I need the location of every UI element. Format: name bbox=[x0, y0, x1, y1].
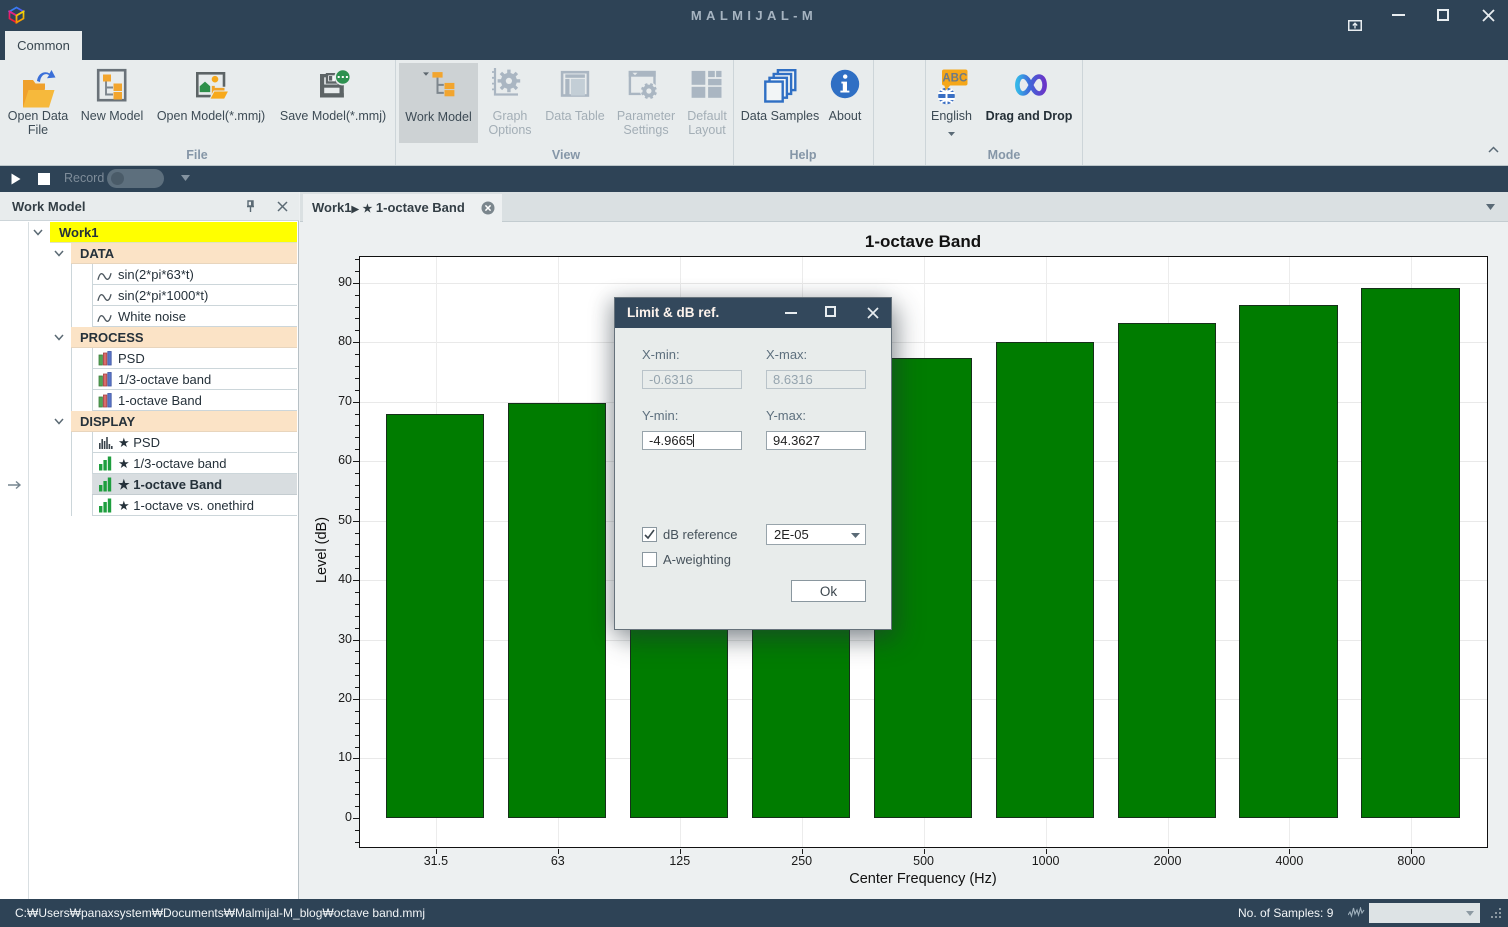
svg-text:ABC: ABC bbox=[942, 73, 967, 85]
